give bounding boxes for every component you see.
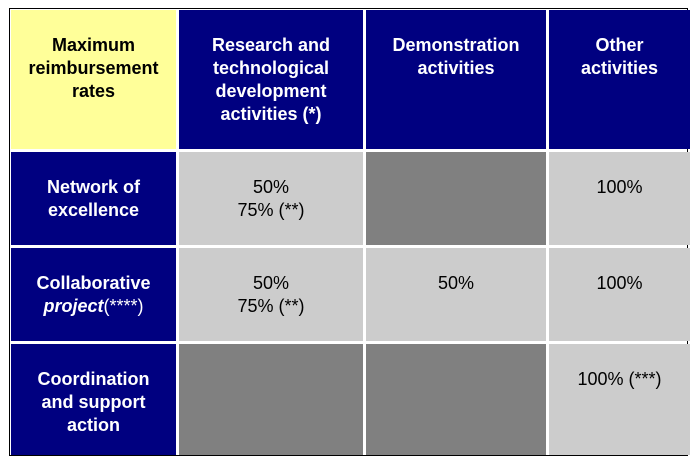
cell-text: development bbox=[215, 81, 327, 101]
empty-cell bbox=[366, 152, 546, 245]
row-header: Collaborative project(****) bbox=[11, 248, 176, 341]
rate-cell: 100% bbox=[549, 152, 690, 245]
cell-text: Network of bbox=[46, 177, 140, 197]
cell-text: and support bbox=[41, 392, 146, 412]
cell-text: activities (*) bbox=[220, 104, 322, 124]
cell-text: 75% (**) bbox=[237, 200, 305, 220]
cell-text: Other bbox=[595, 35, 644, 55]
cell-text: 50% bbox=[437, 273, 475, 293]
cell-text: action bbox=[66, 415, 120, 435]
rate-cell: 100% (***) bbox=[549, 344, 690, 455]
cell-text: Demonstration bbox=[392, 35, 520, 55]
cell-text: 100% bbox=[596, 177, 643, 197]
cell-text: rates bbox=[71, 81, 116, 101]
cell-text-line: project(****) bbox=[11, 295, 176, 318]
cell-text: 50% bbox=[252, 273, 290, 293]
reimbursement-table: Maximum reimbursement rates Research and tec… bbox=[9, 8, 690, 456]
rate-cell: 100% bbox=[549, 248, 690, 341]
header-cell: Demonstration activities bbox=[366, 10, 546, 149]
rate-cell: 50% bbox=[366, 248, 546, 341]
cell-text: activities bbox=[580, 58, 659, 78]
cell-text: activities bbox=[417, 58, 495, 78]
cell-text: Coordination bbox=[37, 369, 150, 389]
cell-text: (****) bbox=[103, 296, 144, 316]
cell-text: Maximum bbox=[51, 35, 136, 55]
cell-text: technological bbox=[212, 58, 329, 78]
cell-text: Research and bbox=[211, 35, 331, 55]
cell-text: excellence bbox=[47, 200, 140, 220]
row-header: Network of excellence bbox=[11, 152, 176, 245]
header-cell: Maximum reimbursement rates bbox=[11, 10, 176, 149]
cell-text: 100% (***) bbox=[577, 369, 662, 389]
row-header: Coordination and support action bbox=[11, 344, 176, 455]
empty-cell bbox=[366, 344, 546, 455]
rate-cell: 50% 75% (**) bbox=[179, 152, 363, 245]
empty-cell bbox=[179, 344, 363, 455]
header-cell: Other activities bbox=[549, 10, 690, 149]
cell-text: 75% (**) bbox=[237, 296, 305, 316]
header-cell: Research and technological development acti… bbox=[179, 10, 363, 149]
cell-text: reimbursement bbox=[28, 58, 159, 78]
rate-cell: 50% 75% (**) bbox=[179, 248, 363, 341]
cell-text: 100% bbox=[596, 273, 643, 293]
cell-text: 50% bbox=[252, 177, 290, 197]
cell-text: Collaborative bbox=[36, 273, 151, 293]
cell-text: project bbox=[43, 296, 104, 316]
